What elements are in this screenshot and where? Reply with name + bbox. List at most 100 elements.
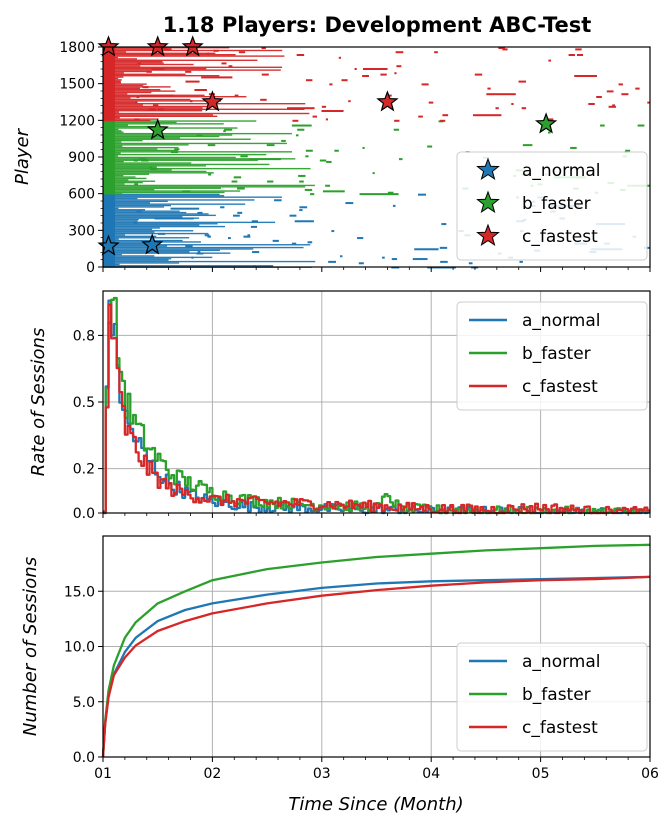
raster-row-b_faster [103,156,236,159]
raster-row-c_fastest [103,84,144,87]
raster-event-c_fastest [606,90,614,93]
raster-event-a_normal [439,246,448,249]
raster-event-a_normal [233,214,240,217]
raster-event-c_fastest [228,65,233,68]
raster-row-b_faster [103,177,147,180]
raster-event-b_faster [207,144,216,147]
raster-event-c_fastest [418,115,423,118]
raster-event-a_normal [185,245,193,248]
raster-event-b_faster [362,146,365,149]
raster-event-b_faster [387,191,394,194]
raster-row-b_faster [103,173,150,175]
raster-event-a_normal [299,209,303,212]
raster-event-b_faster [295,134,299,137]
raster-row-c_fastest [103,52,216,54]
raster-event-b_faster [310,193,315,196]
raster-event-c_fastest [548,118,554,121]
raster-event-b_faster [149,166,153,169]
y-tick-label: 10.0 [64,640,95,656]
raster-row-b_faster [103,187,221,189]
legend-label-c_fastest: c_fastest [522,377,598,397]
raster-event-c_fastest [136,96,140,98]
raster-event-c_fastest [234,94,239,97]
raster-event-c_fastest [588,103,595,105]
raster-event-a_normal [253,265,256,268]
raster-row-c_fastest [103,79,122,81]
raster-row-a_normal [103,214,216,217]
y-tick-label: 1500 [59,77,95,93]
raster-row-b_faster [103,166,157,168]
raster-row-b_faster [103,148,158,150]
raster-event-b_faster [600,124,605,127]
raster-event-c_fastest [148,108,156,111]
raster-event-b_faster [326,160,332,163]
raster-row-b_faster [103,144,189,146]
raster-row-a_normal [103,235,157,238]
raster-event-a_normal [289,214,297,217]
raster-row-b_faster [103,188,155,191]
raster-event-c_fastest [213,49,219,52]
raster-row-b_faster [103,169,172,171]
raster-row-a_normal [103,230,194,232]
y-tick-label: 5.0 [73,695,95,711]
raster-event-c_fastest [635,87,640,90]
raster-row-c_fastest [103,55,285,57]
raster-event-c_fastest [260,98,267,101]
raster-event-a_normal [392,204,396,207]
raster-event-a_normal [418,193,426,196]
raster-event-b_faster [570,146,577,149]
raster-event-c_fastest [362,68,388,70]
y-tick-label: 0 [86,260,95,276]
raster-event-a_normal [441,223,447,226]
raster-event-a_normal [272,239,279,242]
raster-row-a_normal [103,225,225,228]
raster-row-b_faster [103,160,124,163]
raster-row-c_fastest [103,75,220,77]
x-tick-label: 06 [641,766,659,782]
star-marker-b_faster [534,112,558,134]
raster-event-c_fastest [185,80,200,83]
x-tick-label: 03 [313,766,331,782]
raster-row-a_normal [103,209,146,211]
raster-row-a_normal [103,249,220,252]
raster-row-a_normal [103,232,209,235]
raster-event-c_fastest [296,54,305,56]
raster-event-a_normal [414,248,439,251]
star-marker-c_fastest [146,35,169,57]
raster-row-b_faster [103,190,241,192]
raster-event-a_normal [207,235,211,238]
y-tick-label: 0.5 [73,395,95,411]
y-tick-label: 0.2 [73,462,95,478]
star-marker-a_normal [141,233,164,255]
raster-event-c_fastest [395,51,404,54]
raster-row-c_fastest [103,103,306,105]
raster-row-a_normal [103,193,220,196]
raster-event-c_fastest [321,105,327,108]
raster-row-c_fastest [103,107,203,109]
raster-row-a_normal [103,265,274,267]
raster-row-a_normal [103,200,168,203]
raster-row-a_normal [103,211,187,214]
raster-row-a_normal [103,206,165,208]
raster-row-c_fastest [103,61,163,63]
raster-event-b_faster [249,158,281,161]
raster-row-c_fastest [103,96,247,98]
raster-row-b_faster [103,155,119,157]
raster-event-c_fastest [487,87,491,90]
raster-event-b_faster [297,128,305,131]
raster-row-b_faster [103,159,258,161]
raster-row-a_normal [103,223,218,225]
raster-row-b_faster [103,193,123,195]
legend-star-a_normal [476,157,500,181]
raster-row-b_faster [103,162,192,164]
raster-event-a_normal [133,221,138,224]
raster-row-c_fastest [103,97,131,99]
legend-label-b_faster: b_faster [522,344,591,364]
raster-event-c_fastest [194,89,201,91]
raster-row-a_normal [103,245,168,247]
raster-row-b_faster [103,172,214,174]
raster-event-a_normal [204,234,210,237]
raster-row-b_faster [103,163,270,166]
raster-row-a_normal [103,217,200,219]
